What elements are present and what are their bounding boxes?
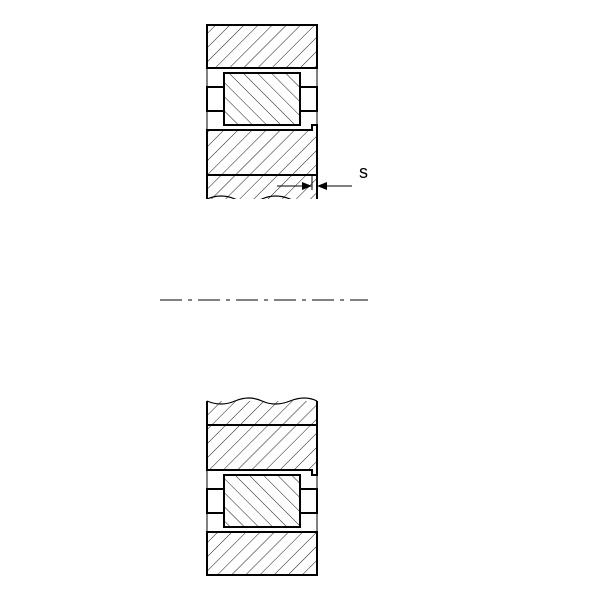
inner-ring-top [207, 125, 317, 210]
bearing-diagram: s [0, 0, 600, 600]
top-half [207, 25, 317, 210]
outer-ring-bot [207, 532, 317, 575]
dimension-s-label: s [359, 162, 368, 182]
roller-bot [224, 475, 300, 527]
outer-ring-top [207, 25, 317, 68]
bottom-half [207, 390, 317, 575]
roller-top [224, 73, 300, 125]
inner-ring-bot [207, 390, 317, 475]
